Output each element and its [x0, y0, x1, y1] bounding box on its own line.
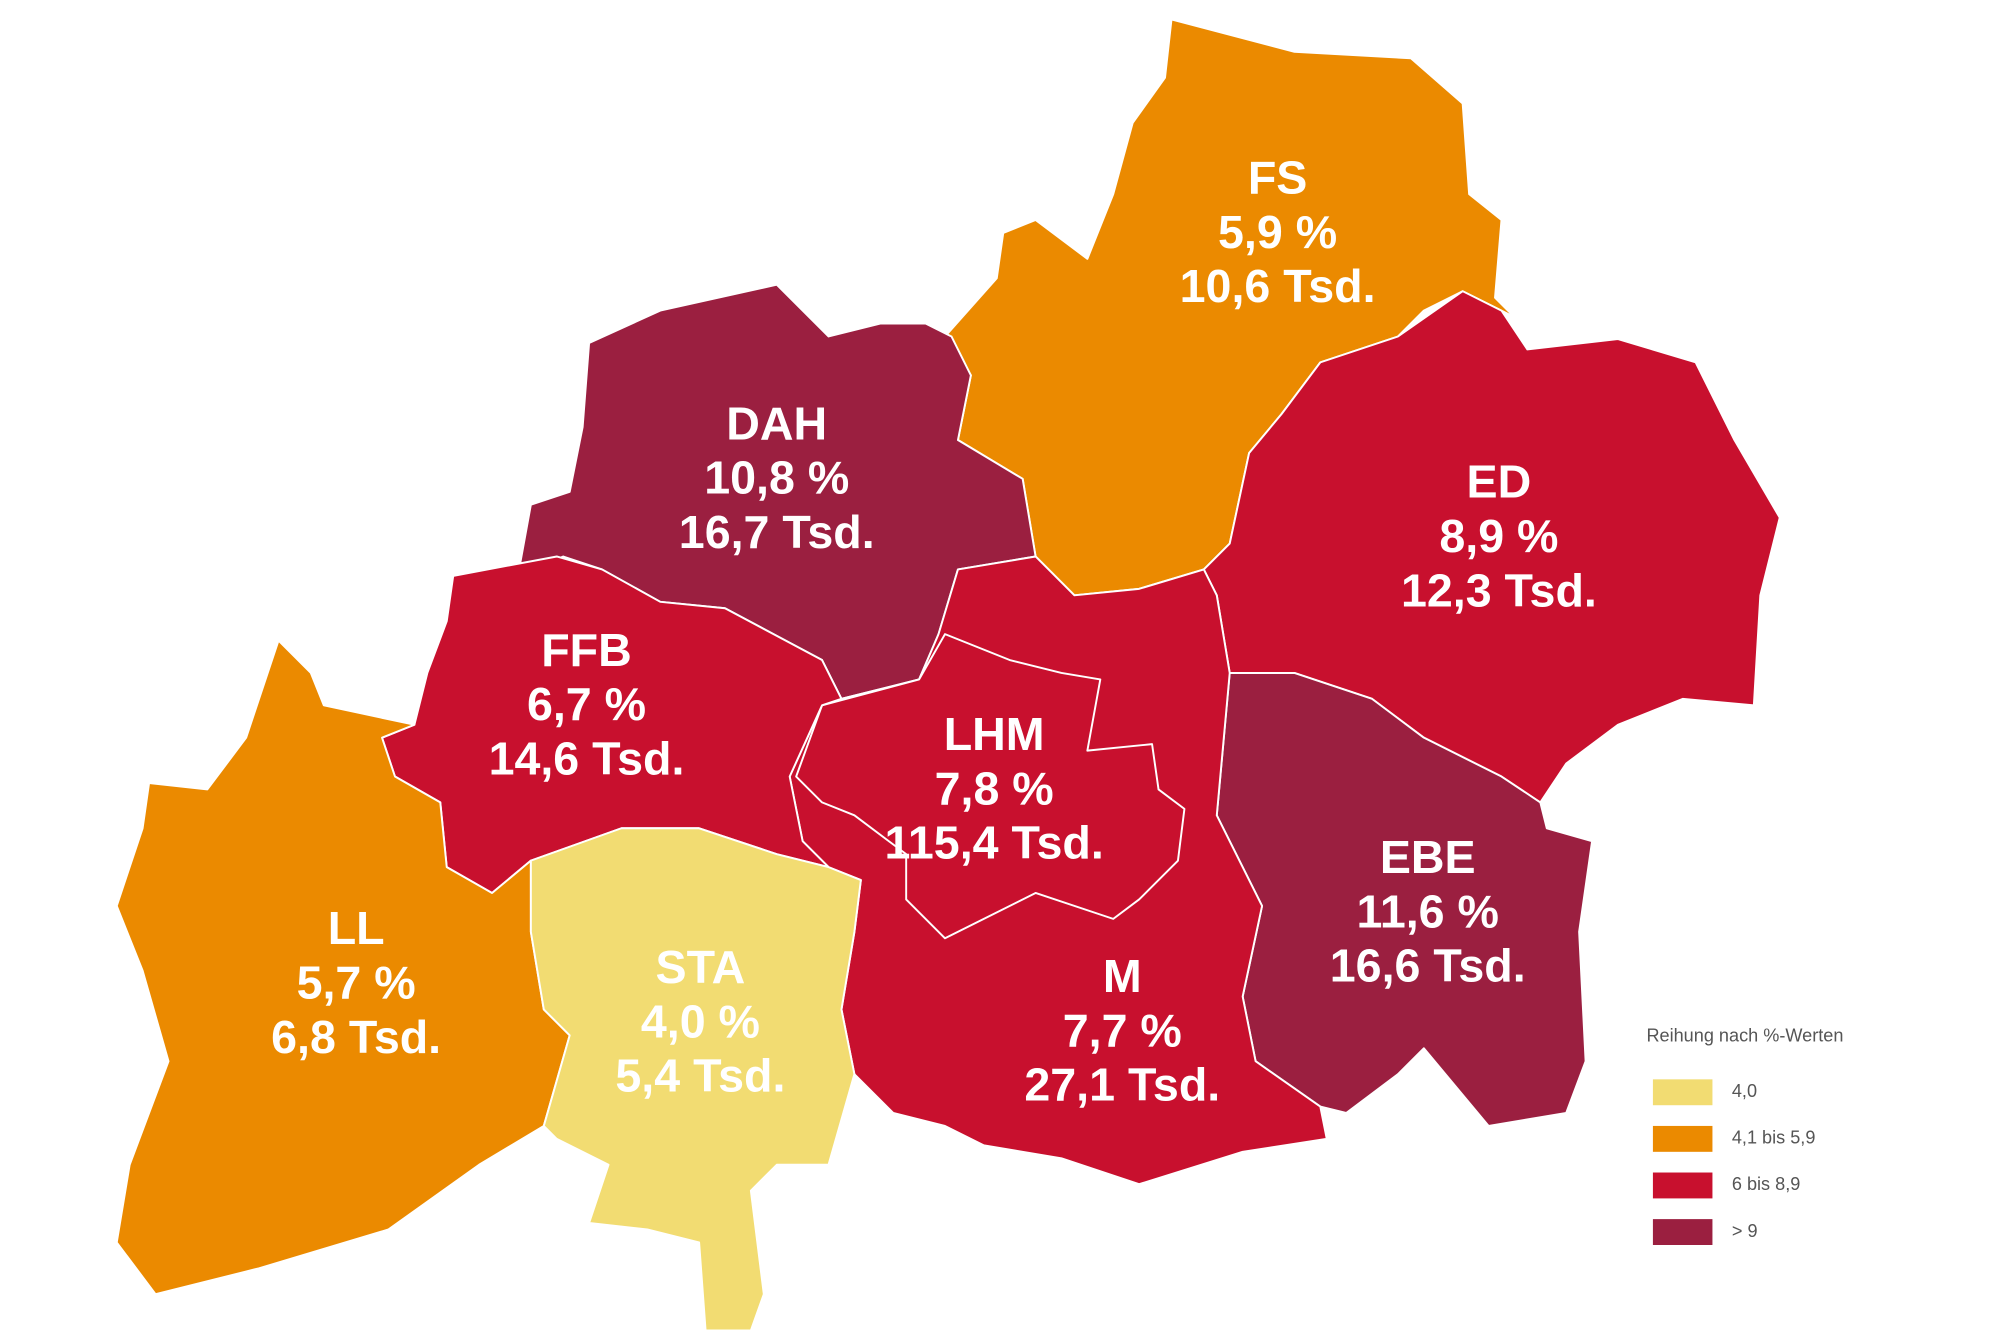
region-code: FS	[1248, 151, 1308, 203]
region-code: LL	[328, 902, 385, 954]
region-code: FFB	[541, 624, 632, 676]
region-code: EBE	[1380, 831, 1476, 883]
region-code: STA	[656, 941, 746, 993]
region-share: 7,8 %	[935, 762, 1054, 814]
region-count: 12,3 Tsd.	[1401, 564, 1597, 616]
region-code: DAH	[726, 397, 827, 449]
region-code: M	[1103, 950, 1142, 1002]
legend: Reihung nach %-Werten 4,0 4,1 bis 5,9 6 bi…	[1646, 1025, 1843, 1245]
region-code: ED	[1467, 456, 1532, 508]
legend-label: 4,0	[1732, 1081, 1757, 1101]
region-share: 11,6 %	[1356, 885, 1498, 937]
regions	[115, 18, 1781, 1332]
region-share: 7,7 %	[1063, 1004, 1182, 1056]
legend-label: 4,1 bis 5,9	[1732, 1128, 1816, 1148]
region-count: 27,1 Tsd.	[1024, 1059, 1220, 1111]
region-share: 5,7 %	[297, 956, 416, 1008]
region-count: 14,6 Tsd.	[489, 733, 685, 785]
region-share: 8,9 %	[1439, 510, 1558, 562]
region-share: 10,8 %	[704, 452, 849, 504]
region-count: 5,4 Tsd.	[615, 1050, 785, 1102]
region-sta	[529, 827, 862, 1332]
region-count: 10,6 Tsd.	[1180, 260, 1376, 312]
region-code: LHM	[944, 708, 1045, 760]
legend-swatch	[1652, 1125, 1713, 1152]
region-share: 6,7 %	[527, 678, 646, 730]
region-count: 6,8 Tsd.	[271, 1011, 441, 1063]
region-ll	[115, 639, 571, 1296]
legend-swatch	[1652, 1172, 1713, 1199]
legend-swatch	[1652, 1219, 1713, 1245]
region-count: 16,7 Tsd.	[679, 506, 875, 558]
region-share: 4,0 %	[641, 995, 760, 1047]
region-share: 5,9 %	[1218, 206, 1337, 258]
legend-label: 6 bis 8,9	[1732, 1174, 1800, 1194]
legend-title: Reihung nach %-Werten	[1646, 1025, 1843, 1045]
legend-swatch	[1652, 1079, 1713, 1106]
region-lhm	[795, 633, 1186, 940]
region-count: 16,6 Tsd.	[1330, 940, 1526, 992]
legend-label: > 9	[1732, 1221, 1758, 1241]
region-count: 115,4 Tsd.	[885, 817, 1104, 869]
